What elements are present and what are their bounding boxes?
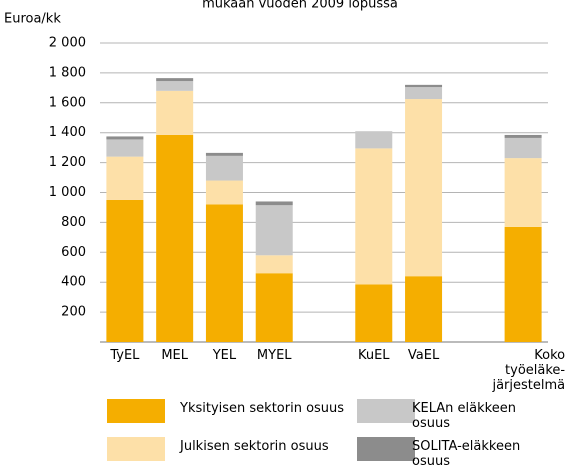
y-tick-label: 1 600 <box>49 95 86 110</box>
bar-segment <box>504 158 542 227</box>
bar-segment <box>255 273 293 342</box>
bar-segment <box>106 156 144 200</box>
bar-segment <box>405 99 443 277</box>
x-tick-label: MEL <box>161 348 188 363</box>
y-tick-label: 2 000 <box>49 36 86 51</box>
x-tick-label: YEL <box>212 348 237 363</box>
y-tick-label: 400 <box>61 275 86 290</box>
bar-segment <box>355 131 393 149</box>
bar-segment <box>355 148 393 285</box>
bar-segment <box>255 201 293 206</box>
x-tick-label: MYEL <box>256 348 292 363</box>
legend-label: Yksityisen sektorin osuus <box>180 401 345 416</box>
bar-segment <box>205 152 243 156</box>
bar-segment <box>405 84 443 88</box>
bar-segment <box>405 276 443 342</box>
bar-segment <box>504 134 542 138</box>
bar-segment <box>156 134 194 342</box>
bar-segment <box>355 284 393 342</box>
bar-segment <box>156 90 194 135</box>
bar-segment <box>106 139 144 157</box>
legend-label: KELAn eläkkeen osuus <box>412 401 516 431</box>
legend-swatch <box>107 437 165 461</box>
y-tick-label: 1 800 <box>49 65 86 80</box>
bar-segment <box>504 137 542 159</box>
y-tick-label: 1 200 <box>49 155 86 170</box>
bar-segment <box>205 180 243 205</box>
legend-label: SOLITA-eläkkeen osuus <box>412 439 521 469</box>
y-tick-label: 1 400 <box>49 125 86 140</box>
y-tick-label: 1 000 <box>49 185 86 200</box>
bar-segment <box>255 205 293 256</box>
y-axis-label: Euroa/kk <box>4 12 61 27</box>
bar-segment <box>255 255 293 274</box>
legend-swatch <box>357 437 415 461</box>
legend-swatch <box>107 399 165 423</box>
bar-segment <box>156 78 194 82</box>
x-tick-label: KuEL <box>357 348 390 363</box>
y-tick-label: 800 <box>61 215 86 230</box>
y-tick-label: 600 <box>61 245 86 260</box>
bar-segment <box>504 226 542 342</box>
bar-segment <box>156 81 194 91</box>
y-tick-label: 200 <box>61 305 86 320</box>
bar-segment <box>205 204 243 342</box>
chart-title: mukaan vuoden 2009 lopussa <box>202 0 398 12</box>
bar-segment <box>106 199 144 342</box>
bar-segment <box>106 136 144 140</box>
legend-label: Julkisen sektorin osuus <box>180 439 329 454</box>
x-tick-label: VaEL <box>407 348 440 363</box>
x-tick-label: TyEL <box>110 348 140 363</box>
legend-swatch <box>357 399 415 423</box>
x-tick-label: Koko työeläke-järjestelmä <box>492 348 566 393</box>
bar-segment <box>405 87 443 100</box>
bar-segment <box>205 155 243 181</box>
